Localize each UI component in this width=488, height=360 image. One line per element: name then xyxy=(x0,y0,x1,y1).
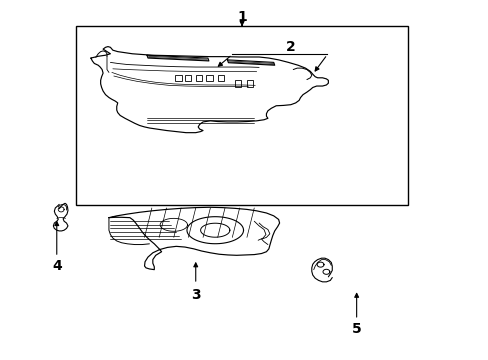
Bar xyxy=(76,26,407,205)
Text: 2: 2 xyxy=(285,40,295,54)
Text: 5: 5 xyxy=(351,322,361,336)
Bar xyxy=(234,80,240,87)
Bar xyxy=(175,75,181,81)
Bar xyxy=(195,75,202,81)
Text: 4: 4 xyxy=(52,259,61,273)
Text: 1: 1 xyxy=(237,10,246,24)
Bar xyxy=(206,75,212,81)
Bar xyxy=(246,80,252,87)
Bar xyxy=(184,75,191,81)
Bar xyxy=(217,75,224,81)
Text: 3: 3 xyxy=(190,288,200,302)
